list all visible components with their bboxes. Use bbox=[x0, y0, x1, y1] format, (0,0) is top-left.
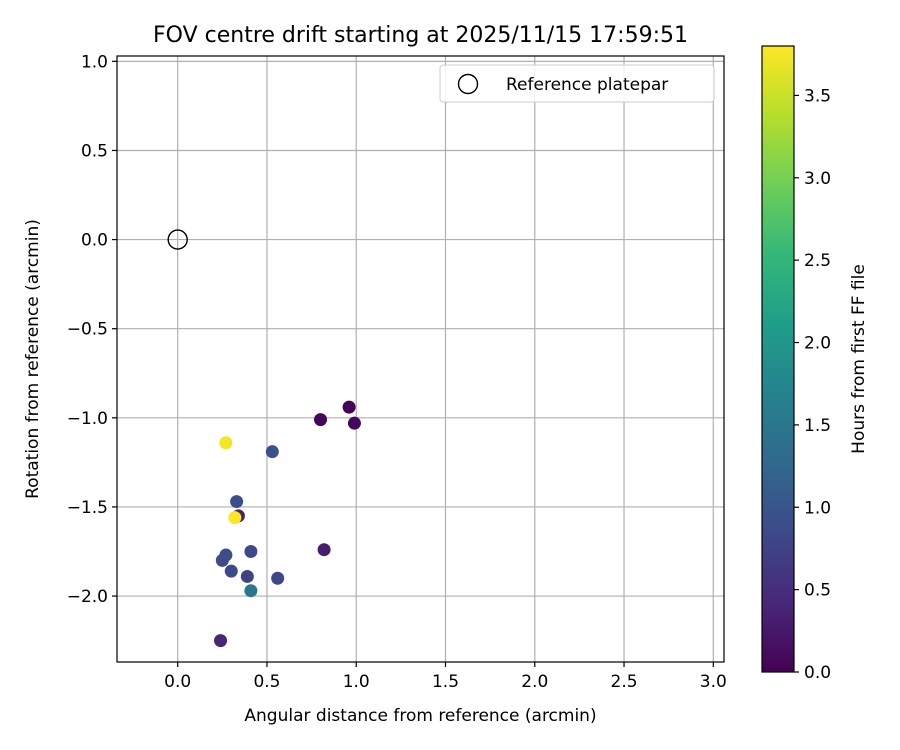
data-point-6 bbox=[214, 634, 228, 648]
x-axis-label: Angular distance from reference (arcmin) bbox=[244, 706, 596, 726]
x-tick-label: 0.5 bbox=[253, 672, 280, 692]
data-point-16 bbox=[219, 436, 233, 450]
plot-area bbox=[117, 56, 724, 662]
colorbar-frame bbox=[761, 45, 795, 673]
data-point-9 bbox=[244, 544, 258, 558]
legend: Reference platepar bbox=[439, 64, 715, 103]
x-tick-label: 2.5 bbox=[611, 672, 638, 692]
data-point-10 bbox=[224, 564, 238, 578]
colorbar-tick-label: 0.5 bbox=[804, 581, 831, 601]
y-tick-label: −1.5 bbox=[67, 498, 108, 518]
chart-title: FOV centre drift starting at 2025/11/15 … bbox=[153, 23, 688, 48]
data-point-8 bbox=[271, 571, 285, 585]
x-tick-label: 0.0 bbox=[164, 672, 191, 692]
colorbar-tick-label: 2.5 bbox=[804, 251, 831, 271]
colorbar bbox=[762, 46, 794, 672]
data-point-13 bbox=[230, 495, 244, 509]
data-point-7 bbox=[240, 569, 254, 583]
data-point-17 bbox=[228, 511, 242, 525]
y-tick-label: 0.5 bbox=[81, 141, 108, 161]
scatter-points bbox=[167, 229, 361, 648]
x-tick-label: 2.0 bbox=[521, 672, 548, 692]
colorbar-tick-label: 3.5 bbox=[804, 86, 831, 106]
colorbar-tick-label: 1.0 bbox=[804, 498, 831, 518]
data-point-1 bbox=[342, 400, 356, 414]
legend-reference-marker bbox=[457, 73, 479, 95]
y-axis-label: Rotation from reference (arcmin) bbox=[23, 219, 43, 499]
legend-entry-reference: Reference platepar bbox=[506, 75, 668, 95]
y-axis-ticks: −2.0 −1.5 −1.0 −0.5 0.0 0.5 1.0 bbox=[67, 52, 117, 607]
x-tick-label: 1.0 bbox=[343, 672, 370, 692]
x-tick-label: 1.5 bbox=[432, 672, 459, 692]
data-point-15 bbox=[244, 584, 258, 598]
y-tick-label: 1.0 bbox=[81, 52, 108, 72]
colorbar-tick-label: 2.0 bbox=[804, 334, 831, 354]
y-tick-label: −2.0 bbox=[67, 587, 108, 607]
grid-lines bbox=[117, 56, 724, 662]
colorbar-tick-label: 1.5 bbox=[804, 416, 831, 436]
plot-frame bbox=[116, 55, 725, 663]
data-point-3 bbox=[347, 416, 361, 430]
data-point-14 bbox=[265, 445, 279, 459]
colorbar-tick-label: 3.0 bbox=[804, 169, 831, 189]
colorbar-ticks: 0.0 0.5 1.0 1.5 2.0 2.5 3.0 3.5 bbox=[794, 86, 831, 683]
x-tick-label: 3.0 bbox=[700, 672, 727, 692]
data-point-12 bbox=[219, 548, 233, 562]
legend-box bbox=[439, 64, 715, 103]
colorbar-label: Hours from first FF file bbox=[849, 264, 869, 454]
data-point-4 bbox=[317, 543, 331, 557]
colorbar-tick-label: 0.0 bbox=[804, 663, 831, 683]
reference-platepar-marker bbox=[167, 229, 188, 250]
y-tick-label: 0.0 bbox=[81, 231, 108, 251]
x-axis-ticks: 0.0 0.5 1.0 1.5 2.0 2.5 3.0 bbox=[164, 662, 727, 692]
y-tick-label: −1.0 bbox=[67, 409, 108, 429]
data-point-2 bbox=[314, 413, 328, 427]
y-tick-label: −0.5 bbox=[67, 320, 108, 340]
